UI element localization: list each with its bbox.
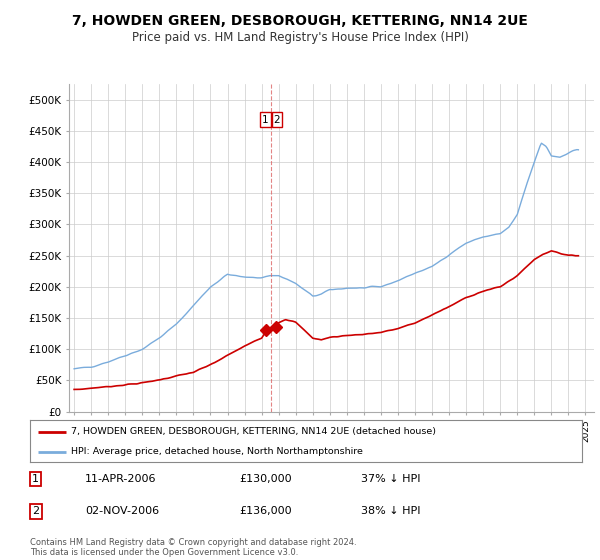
Text: 1: 1 — [32, 474, 39, 484]
Text: 7, HOWDEN GREEN, DESBOROUGH, KETTERING, NN14 2UE (detached house): 7, HOWDEN GREEN, DESBOROUGH, KETTERING, … — [71, 427, 436, 436]
Text: 2: 2 — [32, 506, 39, 516]
Text: 11-APR-2006: 11-APR-2006 — [85, 474, 157, 484]
Text: 7, HOWDEN GREEN, DESBOROUGH, KETTERING, NN14 2UE: 7, HOWDEN GREEN, DESBOROUGH, KETTERING, … — [72, 14, 528, 28]
Text: 02-NOV-2006: 02-NOV-2006 — [85, 506, 160, 516]
Text: 38% ↓ HPI: 38% ↓ HPI — [361, 506, 421, 516]
Text: 2: 2 — [274, 115, 280, 124]
Text: HPI: Average price, detached house, North Northamptonshire: HPI: Average price, detached house, Nort… — [71, 447, 363, 456]
Text: 1: 1 — [262, 115, 269, 124]
Text: £136,000: £136,000 — [240, 506, 292, 516]
Text: 37% ↓ HPI: 37% ↓ HPI — [361, 474, 421, 484]
Text: Contains HM Land Registry data © Crown copyright and database right 2024.
This d: Contains HM Land Registry data © Crown c… — [30, 538, 356, 557]
Text: Price paid vs. HM Land Registry's House Price Index (HPI): Price paid vs. HM Land Registry's House … — [131, 31, 469, 44]
Text: £130,000: £130,000 — [240, 474, 292, 484]
